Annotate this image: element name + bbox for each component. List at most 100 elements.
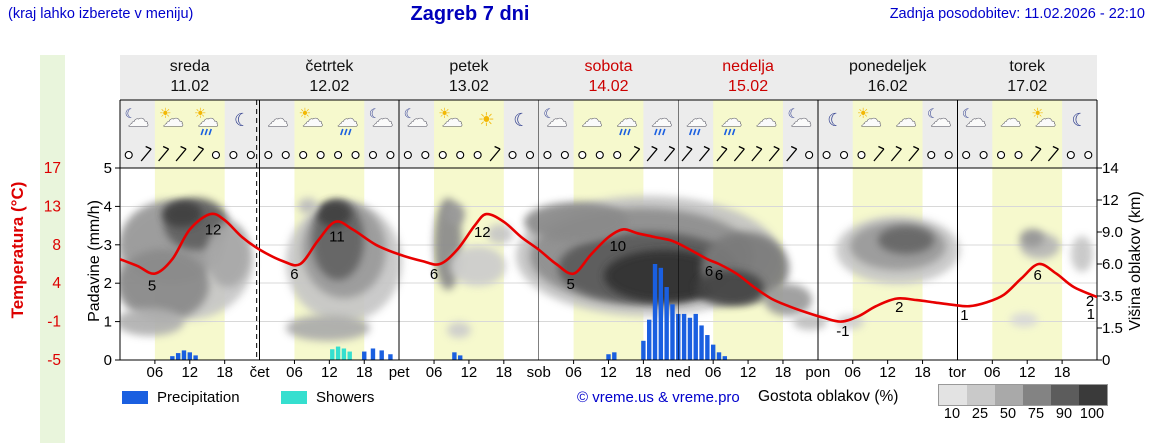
wind-calm-icon <box>386 150 395 160</box>
cloud-rain-icon: ☁ <box>337 108 359 136</box>
precipitation-bar <box>687 317 693 360</box>
raindrop-glyph <box>619 128 623 136</box>
precipitation-bar <box>670 304 675 360</box>
precipitation-bar <box>606 354 611 360</box>
wind-barb-icon <box>489 145 501 162</box>
day-name: ponedeljek <box>849 58 927 75</box>
precipitation-bar <box>362 351 367 360</box>
shower-bar <box>335 346 341 360</box>
showers-legend-label: Showers <box>316 389 375 406</box>
precipitation-bar <box>710 344 716 360</box>
moon-cloud-icon: ☾☁ <box>927 106 952 132</box>
moon-cloud-icon: ☾☁ <box>404 106 429 132</box>
precipitation-bar <box>658 267 664 360</box>
precip-tick-label: 4 <box>104 198 112 215</box>
x-tick-label: 12 <box>181 364 198 381</box>
wind-calm-icon <box>1014 150 1023 160</box>
moon-cloud-icon: ☾☁ <box>788 106 813 132</box>
temp-value-label: 11 <box>329 229 345 246</box>
moon-glyph: ☾ <box>369 106 381 121</box>
x-tick-label: 06 <box>705 364 722 381</box>
shower-bar <box>330 349 335 360</box>
cloud-blob <box>120 308 184 336</box>
cloud-tick-label: 12 <box>1102 192 1119 209</box>
wind-calm-icon <box>979 150 988 160</box>
shower-bar <box>341 348 347 360</box>
cloud-height-axis-title: Višina oblakov (km) <box>1127 191 1144 331</box>
raindrop-glyph <box>344 128 348 136</box>
temp-value-label: 1 <box>1087 306 1095 323</box>
precipitation-swatch <box>122 391 148 404</box>
density-scale-labels: 10 25 50 75 90 100 <box>938 406 1106 422</box>
wind-calm-icon <box>595 150 604 160</box>
precipitation-bar <box>716 352 722 360</box>
cloud-blob <box>793 314 827 330</box>
density-scale-segment <box>1079 385 1107 405</box>
temp-value-label: 12 <box>205 221 222 238</box>
sun-cloud-icon: ☀☁ <box>1031 105 1056 132</box>
day-date: 11.02 <box>170 78 209 95</box>
moon-icon: ☾ <box>827 110 843 130</box>
precipitation-bar <box>647 319 652 360</box>
density-scale <box>938 384 1108 406</box>
cloud-blob <box>878 226 934 254</box>
cloud-glyph: ☁ <box>1035 108 1056 131</box>
cloud-blob <box>1010 313 1038 327</box>
density-scale-segment <box>967 385 995 405</box>
cloud-icon: ☁ <box>895 108 917 132</box>
temp-value-label: 6 <box>705 263 713 280</box>
precipitation-bar <box>193 355 198 360</box>
precipitation-bar <box>370 348 376 360</box>
cloud-glyph: ☁ <box>268 108 289 131</box>
cloud-blob <box>524 202 628 242</box>
raindrop-glyph <box>727 128 732 136</box>
cloud-glyph: ☁ <box>337 108 358 131</box>
wind-calm-icon <box>996 150 1006 160</box>
page-title: Zagreb 7 dni <box>410 3 530 25</box>
cloud-density-label: Gostota oblakov (%) <box>758 388 899 405</box>
cloud-blob <box>450 246 506 286</box>
moon-glyph: ☾ <box>962 106 974 121</box>
raindrop-glyph <box>731 128 736 136</box>
cloud-glyph: ☁ <box>756 108 777 131</box>
cloud-glyph: ☁ <box>1000 108 1021 131</box>
day-abbrev-label: pet <box>389 364 411 381</box>
wind-barb-icon <box>908 145 920 162</box>
sun-cloud-icon: ☀☁ <box>159 105 184 132</box>
day-name: četrtek <box>305 58 354 75</box>
left-margin-strip <box>40 55 65 443</box>
cloud-rain-icon: ☁ <box>721 108 743 136</box>
cloud-icon: ☁ <box>581 108 603 132</box>
copyright-link[interactable]: © vreme.us & vreme.pro <box>577 389 740 406</box>
x-tick-label: 18 <box>635 364 652 381</box>
cloud-glyph: ☁ <box>791 108 812 131</box>
wind-barb-icon <box>664 145 676 162</box>
wind-barb-icon <box>786 145 798 162</box>
wind-calm-icon <box>543 150 552 160</box>
precipitation-bar <box>452 352 457 360</box>
wind-calm-icon <box>351 150 360 160</box>
wind-calm-icon <box>805 150 814 160</box>
precipitation-bar <box>664 287 669 360</box>
wind-calm-icon <box>403 150 412 160</box>
moon-cloud-icon: ☾☁ <box>369 106 394 132</box>
cloud-glyph: ☁ <box>372 108 393 131</box>
precip-tick-label: 1 <box>104 314 112 331</box>
cloud-glyph: ☁ <box>616 108 637 131</box>
day-date: 16.02 <box>868 78 908 95</box>
cloud-glyph: ☁ <box>651 108 672 131</box>
cloud-glyph: ☁ <box>198 108 219 131</box>
moon-glyph: ☾ <box>125 106 137 121</box>
day-date: 13.02 <box>449 78 489 95</box>
temp-value-label: -1 <box>836 323 849 340</box>
moon-glyph: ☾ <box>234 110 250 130</box>
x-tick-label: 06 <box>286 364 303 381</box>
x-tick-label: 12 <box>740 364 757 381</box>
cloud-icon: ☁ <box>1000 108 1022 132</box>
cloud-tick-label: 6.0 <box>1102 256 1123 273</box>
density-scale-segment <box>1051 385 1079 405</box>
wind-barb-icon <box>751 145 763 162</box>
cloud-layer <box>120 196 1093 341</box>
precipitation-bar <box>699 325 704 360</box>
